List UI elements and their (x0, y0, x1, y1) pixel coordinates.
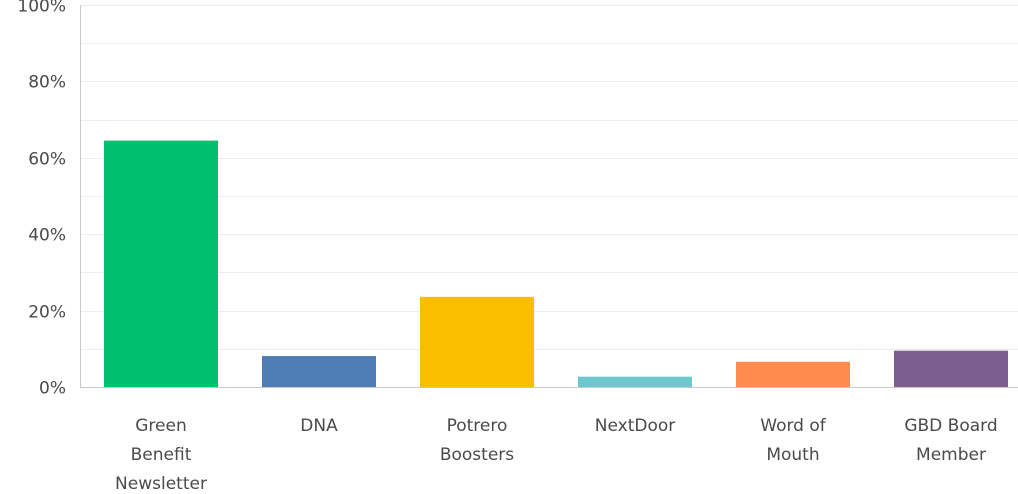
x-tick-label-line: NextDoor (595, 416, 675, 436)
y-tick-label: 20% (28, 303, 66, 323)
x-tick-label-line: Benefit (131, 445, 192, 465)
x-tick-label-line: Member (916, 445, 986, 465)
x-tick-label-dna: DNA (300, 416, 338, 436)
x-tick-label-nextdoor: NextDoor (595, 416, 675, 436)
x-tick-label-line: Word of (760, 416, 827, 436)
x-tick-label-word-of-mouth: Word of Mouth (760, 416, 827, 465)
x-tick-label-line: Boosters (440, 445, 514, 465)
bar-dna[interactable] (262, 356, 376, 387)
x-tick-label-line: Potrero (447, 416, 508, 436)
x-tick-label-potrero-boosters: Potrero Boosters (440, 416, 514, 465)
y-axis-ticks: 0% 20% 40% 60% 80% 100% (17, 0, 66, 399)
y-tick-label: 60% (28, 150, 66, 170)
bar-word-of-mouth[interactable] (736, 361, 850, 387)
y-tick-label: 80% (28, 73, 66, 93)
x-tick-label-line: GBD Board (904, 416, 997, 436)
x-tick-label-gbd-board-member: GBD Board Member (904, 416, 997, 465)
bar-nextdoor[interactable] (578, 376, 692, 387)
x-axis-labels: Green Benefit Newsletter DNA Potrero Boosters… (115, 416, 998, 494)
axes (80, 5, 1018, 388)
y-tick-label: 0% (39, 379, 66, 399)
x-tick-label-green-benefit-newsletter: Green Benefit Newsletter (115, 416, 207, 494)
gridlines (80, 5, 1018, 350)
x-tick-label-line: Newsletter (115, 474, 207, 494)
bar-green-benefit-newsletter[interactable] (104, 140, 218, 387)
y-tick-label: 100% (17, 0, 66, 17)
x-tick-label-line: Green (135, 416, 186, 436)
bars (104, 140, 1008, 387)
bar-gbd-board-member[interactable] (894, 350, 1008, 387)
bar-potrero-boosters[interactable] (420, 296, 534, 387)
x-tick-label-line: Mouth (766, 445, 819, 465)
x-tick-label-line: DNA (300, 416, 338, 436)
y-tick-label: 40% (28, 226, 66, 246)
